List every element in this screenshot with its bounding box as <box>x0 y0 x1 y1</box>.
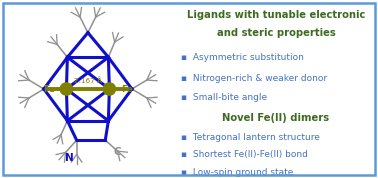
Text: Fe: Fe <box>121 85 133 93</box>
Text: N: N <box>65 153 74 164</box>
Text: Fe: Fe <box>43 85 55 93</box>
Text: ▪  Low-spin ground state: ▪ Low-spin ground state <box>181 168 294 177</box>
Text: ▪  Asymmetric substitution: ▪ Asymmetric substitution <box>181 53 304 62</box>
Text: ▪  Tetragonal lantern structure: ▪ Tetragonal lantern structure <box>181 133 320 142</box>
Text: and steric properties: and steric properties <box>217 28 335 38</box>
Text: Novel Fe(II) dimers: Novel Fe(II) dimers <box>222 113 330 123</box>
Text: C: C <box>114 147 121 157</box>
Circle shape <box>103 83 116 95</box>
Text: Ligands with tunable electronic: Ligands with tunable electronic <box>187 10 365 20</box>
Text: ▪  Small-bite angle: ▪ Small-bite angle <box>181 93 268 103</box>
Text: 2.167 Å: 2.167 Å <box>74 78 102 85</box>
Text: ▪  Shortest Fe(II)-Fe(II) bond: ▪ Shortest Fe(II)-Fe(II) bond <box>181 150 308 159</box>
Circle shape <box>60 83 73 95</box>
Text: ▪  Nitrogen-rich & weaker donor: ▪ Nitrogen-rich & weaker donor <box>181 74 328 83</box>
